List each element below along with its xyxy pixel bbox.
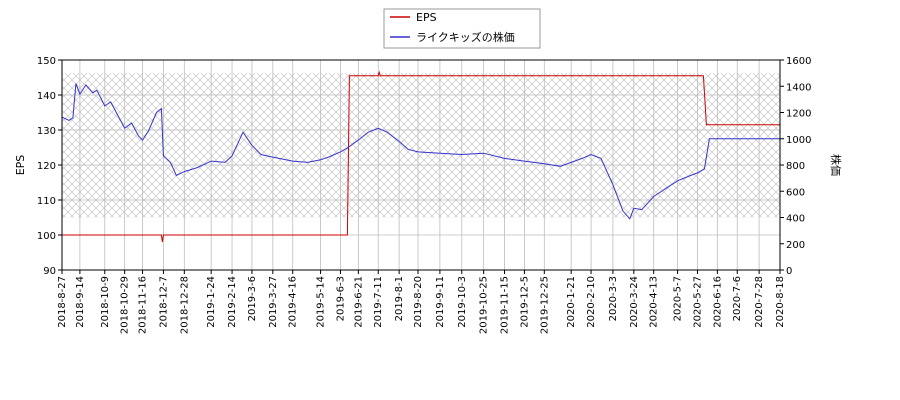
- left-axis-title: EPS: [14, 155, 27, 176]
- x-tick-label: 2020-8-18: [775, 276, 786, 328]
- x-tick-label: 2020-7-6: [732, 276, 743, 321]
- right-tick-label: 1600: [786, 56, 811, 67]
- left-tick-label: 150: [37, 56, 56, 67]
- x-tick-label: 2018-10-9: [100, 276, 111, 328]
- left-axis-ticks: 90 100 110 120 130 140 150: [37, 56, 62, 277]
- x-tick-label: 2019-7-11: [373, 276, 384, 328]
- x-tick-label: 2019-1-24: [206, 276, 217, 328]
- x-axis-ticks: 2018-8-27 2018-9-14 2018-10-9 2018-10-29 201…: [57, 270, 786, 334]
- x-tick-label: 2019-5-14: [316, 276, 327, 328]
- legend-label-eps: EPS: [416, 11, 437, 24]
- left-tick-label: 90: [43, 266, 56, 277]
- x-tick-label: 2018-9-14: [75, 276, 86, 328]
- x-tick-label: 2020-1-21: [566, 276, 577, 328]
- hatch-band: [62, 73, 780, 218]
- x-tick-label: 2020-2-10: [586, 276, 597, 328]
- left-tick-label: 100: [37, 231, 56, 242]
- right-tick-label: 1400: [786, 82, 811, 93]
- right-axis-ticks: 0 200 400 600 800 1000 1200 1400 1600: [780, 56, 811, 277]
- right-axis-title: 株価: [829, 154, 843, 176]
- x-tick-label: 2019-9-11: [435, 276, 446, 328]
- left-tick-label: 110: [37, 196, 56, 207]
- x-tick-label: 2019-12-25: [539, 276, 550, 334]
- right-tick-label: 200: [786, 240, 805, 251]
- x-tick-label: 2019-12-5: [519, 276, 530, 328]
- left-tick-label: 130: [37, 126, 56, 137]
- x-tick-label: 2020-3-24: [629, 276, 640, 328]
- right-tick-label: 0: [786, 266, 792, 277]
- legend-box: [383, 8, 541, 49]
- x-tick-label: 2018-12-7: [158, 276, 169, 328]
- x-tick-label: 2020-6-16: [712, 276, 723, 328]
- x-tick-label: 2020-3-3: [608, 276, 619, 321]
- x-tick-label: 2018-12-28: [179, 276, 190, 334]
- x-tick-label: 2019-2-14: [227, 276, 238, 328]
- x-tick-label: 2020-7-28: [754, 276, 765, 328]
- left-tick-label: 140: [37, 91, 56, 102]
- legend-label-stock-price: ライクキッズの株価: [416, 30, 515, 44]
- x-tick-label: 2018-11-16: [138, 276, 149, 334]
- x-tick-label: 2019-3-6: [247, 276, 258, 321]
- x-tick-label: 2019-6-21: [353, 276, 364, 328]
- right-tick-label: 800: [786, 161, 805, 172]
- x-tick-label: 2018-10-29: [120, 276, 131, 334]
- eps-line: [62, 70, 780, 243]
- x-tick-label: 2019-6-3: [335, 276, 346, 321]
- right-tick-label: 400: [786, 214, 805, 225]
- x-tick-label: 2018-8-27: [57, 276, 68, 328]
- left-tick-label: 120: [37, 161, 56, 172]
- x-tick-label: 2019-8-20: [413, 276, 424, 328]
- series-layer: [61, 70, 780, 243]
- right-tick-label: 600: [786, 187, 805, 198]
- x-tick-label: 2020-5-7: [673, 276, 684, 321]
- x-tick-label: 2019-3-27: [268, 276, 279, 328]
- x-tick-label: 2019-10-3: [457, 276, 468, 328]
- right-tick-label: 1200: [786, 109, 811, 120]
- legend: EPS ライクキッズの株価: [383, 8, 541, 49]
- x-tick-label: 2020-5-27: [692, 276, 703, 328]
- stock-price-line: [61, 83, 780, 220]
- right-tick-label: 1000: [786, 135, 811, 146]
- x-tick-label: 2019-8-1: [394, 276, 405, 321]
- x-tick-label: 2019-10-25: [479, 276, 490, 334]
- x-tick-label: 2019-4-16: [288, 276, 299, 328]
- x-tick-label: 2020-4-13: [649, 276, 660, 328]
- x-tick-label: 2019-11-15: [500, 276, 511, 334]
